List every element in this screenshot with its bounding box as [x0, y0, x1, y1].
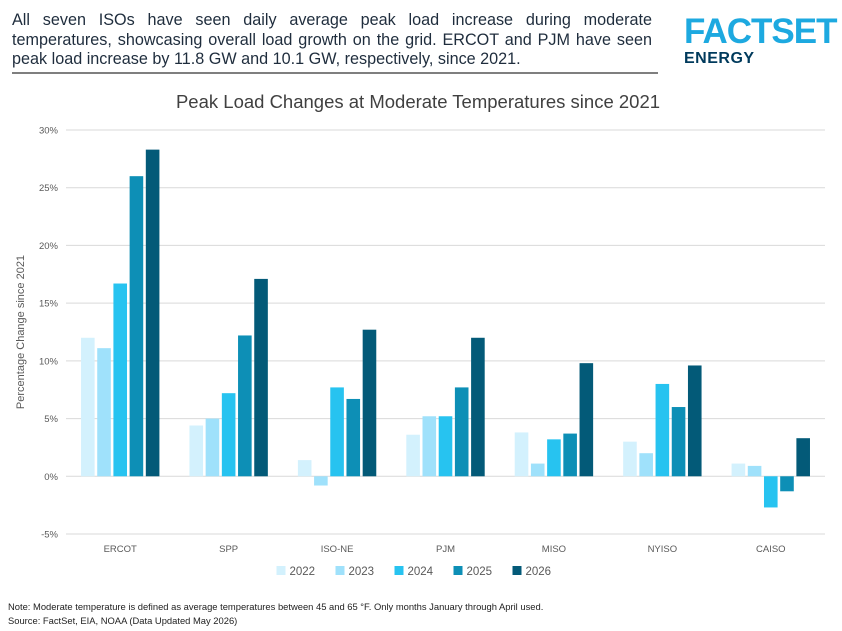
source-note: Source: FactSet, EIA, NOAA (Data Updated… [8, 615, 238, 626]
bar-spp-2026 [254, 278, 268, 477]
bar-nyiso-2025 [671, 407, 686, 477]
y-axis-label: Percentage Change since 2021 [15, 255, 27, 409]
bar-nyiso-2022 [623, 441, 637, 477]
legend-label-2022: 2022 [290, 566, 316, 578]
legend-label-2025: 2025 [467, 566, 493, 578]
x-tick-label: SPP [219, 544, 238, 555]
bar-caiso-2022 [731, 463, 746, 477]
chart-title: Peak Load Changes at Moderate Temperatur… [176, 91, 660, 112]
bar-caiso-2025 [780, 476, 794, 492]
x-tick-label: MISO [542, 544, 566, 555]
headline-text: All seven ISOs have seen daily average p… [12, 11, 652, 68]
x-tick-label: PJM [436, 544, 455, 555]
bar-spp-2025 [238, 335, 252, 477]
legend-swatch-2022 [276, 566, 286, 575]
bar-caiso-2026 [796, 438, 810, 477]
y-tick-label: 10% [39, 356, 59, 367]
y-tick-label: 20% [39, 241, 59, 252]
logo-sub-text: ENERGY [684, 50, 755, 67]
bar-nyiso-2026 [687, 365, 702, 477]
bar-iso-ne-2022 [297, 460, 312, 477]
bar-ercot-2024 [113, 283, 128, 477]
y-tick-label: 5% [44, 414, 58, 425]
y-tick-label: 15% [39, 299, 59, 310]
bar-nyiso-2023 [639, 453, 653, 477]
bar-iso-ne-2026 [362, 329, 377, 477]
bar-iso-ne-2025 [346, 398, 361, 477]
bar-ercot-2022 [81, 337, 95, 477]
y-tick-label: 0% [44, 472, 58, 483]
bar-miso-2026 [579, 363, 594, 477]
y-tick-label: 30% [39, 126, 59, 137]
y-tick-label: -5% [41, 530, 58, 541]
bar-iso-ne-2023 [314, 476, 328, 486]
bar-pjm-2025 [454, 387, 469, 477]
legend-swatch-2026 [512, 566, 522, 575]
legend-label-2024: 2024 [408, 566, 434, 578]
bar-caiso-2023 [747, 465, 762, 477]
x-tick-label: NYISO [648, 544, 678, 555]
bar-pjm-2023 [422, 416, 437, 477]
bar-chart: Peak Load Changes at Moderate Temperatur… [15, 91, 825, 578]
x-tick-label: ISO-NE [321, 544, 354, 555]
x-tick-label: CAISO [756, 544, 786, 555]
bar-ercot-2026 [145, 149, 160, 477]
bar-miso-2024 [547, 439, 561, 477]
y-tick-label: 25% [39, 183, 59, 194]
legend-swatch-2025 [453, 566, 463, 575]
bar-spp-2023 [205, 418, 220, 477]
bar-pjm-2024 [438, 416, 453, 477]
bar-spp-2022 [189, 425, 204, 477]
legend-label-2026: 2026 [526, 566, 552, 578]
footnote: Note: Moderate temperature is defined as… [8, 601, 544, 612]
headline-divider [12, 72, 658, 74]
bar-pjm-2026 [471, 337, 485, 477]
bar-pjm-2022 [406, 434, 420, 477]
logo-main-text: FACTSET [684, 12, 837, 51]
x-tick-label: ERCOT [104, 544, 137, 555]
factset-energy-logo: FACTSET ENERGY [684, 12, 837, 74]
bar-miso-2025 [563, 433, 577, 477]
bar-ercot-2023 [97, 348, 111, 477]
bar-miso-2022 [514, 432, 529, 477]
bar-iso-ne-2024 [330, 387, 344, 477]
bar-ercot-2025 [129, 176, 144, 477]
bar-caiso-2024 [763, 476, 778, 508]
bar-miso-2023 [530, 463, 545, 477]
legend-swatch-2023 [335, 566, 345, 575]
bar-spp-2024 [221, 393, 236, 477]
legend-label-2023: 2023 [349, 566, 375, 578]
bar-nyiso-2024 [655, 383, 670, 477]
legend-swatch-2024 [394, 566, 404, 575]
